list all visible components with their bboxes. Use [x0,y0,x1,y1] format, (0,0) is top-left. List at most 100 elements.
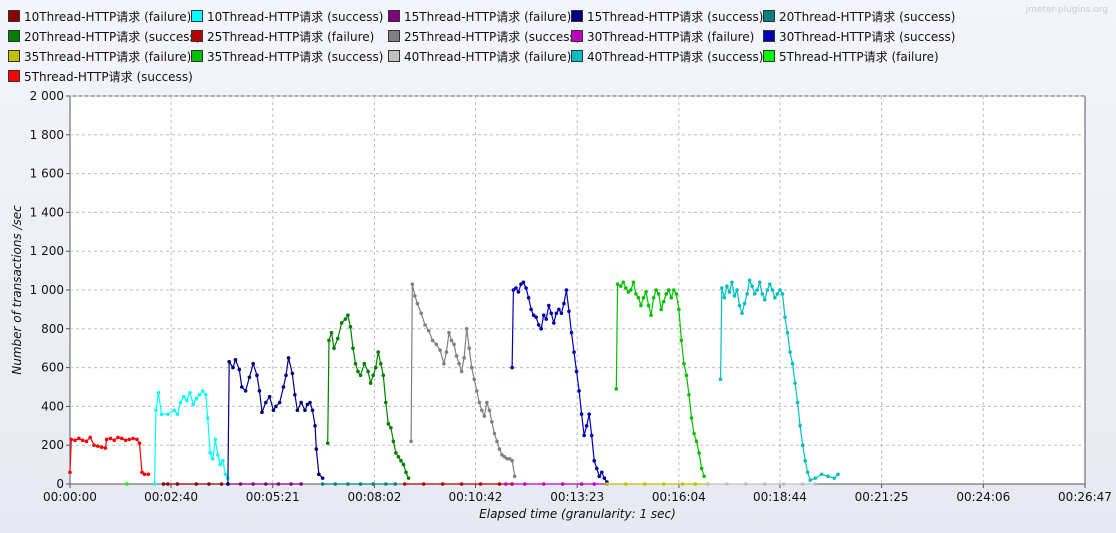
legend-label: 10Thread-HTTP请求 (success) [207,9,384,24]
data-point [666,288,671,292]
data-point [205,416,210,420]
data-point [77,436,81,441]
legend-item: 30Thread-HTTP请求 (failure) [571,28,754,44]
data-point [317,472,321,477]
data-point [286,356,291,360]
data-point [672,288,676,292]
legend-swatch [8,30,20,42]
data-point [618,284,623,288]
data-point [313,424,317,428]
data-point [526,295,531,300]
legend-label: 15Thread-HTTP请求 (failure) [404,9,572,24]
legend-label: 30Thread-HTTP请求 (failure) [587,29,755,44]
legend-swatch [8,70,20,82]
legend-item: 20Thread-HTTP请求 (success) [763,8,955,24]
data-point [808,478,813,482]
data-point [819,472,824,477]
data-point [399,458,403,463]
data-point [386,422,391,426]
data-point [727,290,732,294]
data-point [813,476,818,480]
data-point [434,342,439,347]
y-tick-label: 0 [56,477,64,491]
data-point [836,472,840,477]
data-point [778,288,782,292]
legend-label: 5Thread-HTTP请求 (failure) [779,49,939,64]
data-point [521,280,526,285]
data-point [768,282,772,286]
data-point [127,437,132,442]
data-point [679,338,684,343]
data-point [442,361,446,366]
data-point [384,482,388,486]
data-point [68,470,72,475]
data-point [464,327,469,331]
data-point [511,288,516,292]
data-point [720,286,724,290]
legend-swatch [571,10,583,22]
data-point [343,317,348,321]
y-tick-label: 800 [41,322,64,336]
data-point [104,437,109,442]
data-point [485,400,489,405]
data-point [805,470,810,475]
data-point [502,455,507,459]
data-point [661,482,666,486]
data-point [757,280,762,285]
x-tick-label: 00:16:04 [652,490,706,504]
y-tick-label: 2 000 [30,89,64,103]
data-point [112,438,117,443]
data-point [684,373,689,378]
data-point [584,424,589,428]
data-point [462,356,466,360]
data-point [680,482,685,486]
data-point [320,482,325,486]
data-point [725,482,729,486]
data-point [742,301,747,306]
data-point [289,482,293,486]
legend-swatch [571,30,583,42]
data-point [737,303,742,308]
data-point [191,402,195,407]
data-point [213,437,218,442]
data-point [492,431,497,436]
data-point [314,447,319,451]
data-point [415,301,420,306]
legend-swatch [8,10,20,22]
data-point [276,482,281,486]
y-tick-label: 400 [41,399,64,413]
data-point [178,400,183,405]
data-point [574,369,579,374]
data-point [795,400,800,405]
data-point [524,286,528,290]
data-point [449,338,454,343]
data-point [569,330,574,335]
data-point [219,482,224,486]
y-tick-label: 1 200 [30,244,64,258]
y-tick-label: 1 000 [30,283,64,297]
data-point [310,408,315,413]
data-point [512,474,517,479]
data-point [260,410,264,415]
y-tick-label: 600 [41,361,64,375]
data-point [798,424,802,428]
data-point [353,361,358,366]
data-point [800,443,805,448]
data-point [762,297,767,302]
data-point [693,482,698,486]
data-point [368,381,373,385]
data-point [730,280,734,285]
data-point [73,438,77,443]
data-point [103,446,108,450]
data-point [614,387,619,391]
legend-item: 20Thread-HTTP请求 (success) [8,28,200,44]
data-point [376,350,381,354]
legend-swatch [191,10,203,22]
data-point [284,373,288,378]
data-point [516,290,521,294]
data-point [740,311,744,316]
data-point [467,346,471,351]
data-point [131,436,135,441]
data-point [356,369,360,374]
